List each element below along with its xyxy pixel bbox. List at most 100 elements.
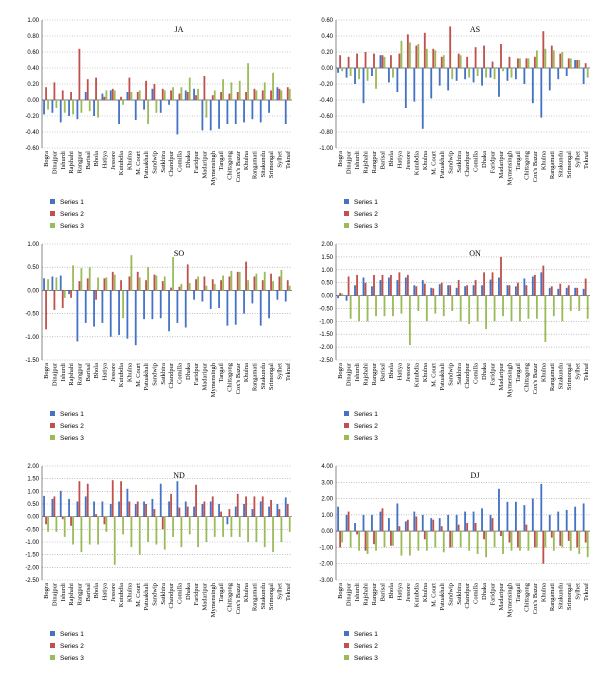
category-label: Ishurdi: [354, 363, 361, 382]
bar-series-2: [483, 531, 485, 540]
category-label: Kutubdia: [118, 151, 125, 175]
category-label: Sylhet: [277, 583, 284, 600]
bar-series-1: [276, 87, 279, 100]
category-label: Satkhira: [160, 583, 167, 605]
bar-series-3: [527, 531, 530, 551]
category-label: Comilla: [473, 151, 480, 172]
bar-series-2: [440, 56, 443, 68]
bar-series-1: [472, 68, 475, 83]
category-label: Srimongal: [268, 151, 275, 178]
category-label: Chandpur: [168, 582, 175, 608]
category-label: Rajshahi: [68, 151, 75, 174]
bar-series-3: [383, 531, 386, 548]
bar-series-2: [111, 480, 114, 517]
y-tick-label: 1.00: [27, 18, 39, 24]
bar-series-1: [574, 287, 577, 296]
bar-series-1: [345, 68, 348, 78]
bar-series-1: [523, 278, 526, 296]
y-tick-label: 0.00: [321, 66, 333, 72]
bar-series-2: [398, 526, 401, 532]
bar-series-2: [153, 274, 156, 291]
category-label: Teknaf: [583, 150, 590, 169]
bar-series-1: [268, 290, 270, 319]
bar-series-1: [362, 277, 365, 296]
bar-series-3: [569, 58, 572, 68]
bar-series-3: [147, 516, 149, 542]
bar-series-3: [163, 90, 166, 100]
bar-series-2: [517, 531, 519, 548]
category-label: Chittagong: [227, 362, 234, 392]
bar-series-2: [542, 531, 545, 564]
bar-series-3: [180, 516, 183, 548]
category-label: Satkhira: [160, 363, 167, 385]
bar-series-2: [356, 53, 358, 68]
category-label: Ishurdi: [354, 151, 361, 170]
category-label: Khulna: [422, 151, 429, 170]
bar-series-3: [535, 531, 538, 548]
bar-series-3: [502, 295, 504, 317]
bar-series-1: [514, 501, 517, 532]
y-tick-label: 0.80: [27, 34, 39, 40]
bar-series-3: [434, 295, 437, 314]
category-label: M. Court: [430, 151, 437, 175]
bar-series-3: [578, 295, 581, 312]
category-label: Tangail: [218, 151, 225, 171]
bar-series-3: [63, 516, 66, 537]
category-label: Rajshahi: [68, 583, 75, 606]
bar-series-3: [88, 516, 91, 545]
category-label: Sylhet: [574, 363, 581, 380]
bar-series-1: [143, 501, 145, 517]
bar-series-2: [103, 96, 106, 100]
legend-swatch: [50, 643, 55, 648]
bar-series-3: [138, 516, 141, 555]
category-label: Barisal: [380, 363, 387, 382]
bar-series-3: [468, 531, 471, 551]
bar-series-2: [364, 52, 367, 68]
category-label: Comilla: [177, 363, 184, 384]
bar-series-2: [491, 61, 494, 68]
category-label: Satkhira: [456, 583, 463, 605]
category-label: Dhaka: [185, 583, 192, 600]
bar-series-2: [78, 48, 81, 100]
category-label: Rangpur: [77, 150, 84, 173]
legend-swatch: [344, 435, 349, 440]
category-label: Hatiya: [397, 151, 404, 168]
bar-series-1: [565, 68, 568, 76]
bar-series-1: [201, 290, 204, 302]
bar-series-1: [354, 68, 356, 84]
bar-series-2: [500, 256, 502, 296]
category-label: Bogra: [337, 363, 344, 379]
bar-series-3: [280, 269, 283, 291]
legend-entry: Series 2: [60, 423, 84, 430]
bar-series-1: [337, 506, 340, 532]
category-label: Cox's Bazar: [235, 362, 242, 394]
category-label: Jessore: [110, 583, 117, 602]
bar-series-2: [415, 45, 418, 68]
bar-series-3: [527, 295, 530, 319]
bar-series-2: [95, 290, 97, 300]
category-label: Ishurdi: [60, 363, 67, 382]
bar-series-3: [288, 285, 291, 291]
bar-series-3: [72, 265, 74, 291]
bar-series-2: [103, 278, 106, 291]
bar-series-3: [510, 295, 513, 322]
bar-series-3: [47, 100, 49, 110]
bar-series-3: [138, 277, 141, 291]
y-tick-label: 1.00: [27, 489, 39, 495]
category-label: Tangail: [515, 583, 522, 603]
y-tick-label: 0.00: [27, 515, 39, 521]
bar-series-2: [381, 508, 384, 532]
bar-series-2: [228, 509, 231, 517]
bar-series-2: [500, 44, 502, 68]
bar-series-2: [542, 31, 545, 68]
bar-series-1: [464, 68, 467, 80]
bar-series-2: [161, 281, 164, 291]
bar-series-3: [213, 283, 216, 291]
category-label: Bhola: [388, 583, 395, 599]
bar-series-1: [259, 100, 262, 123]
bar-series-3: [544, 531, 547, 548]
bar-series-1: [159, 290, 162, 319]
bar-series-2: [228, 93, 231, 100]
y-tick-label: -0.40: [319, 98, 333, 104]
legend-swatch: [50, 199, 55, 204]
